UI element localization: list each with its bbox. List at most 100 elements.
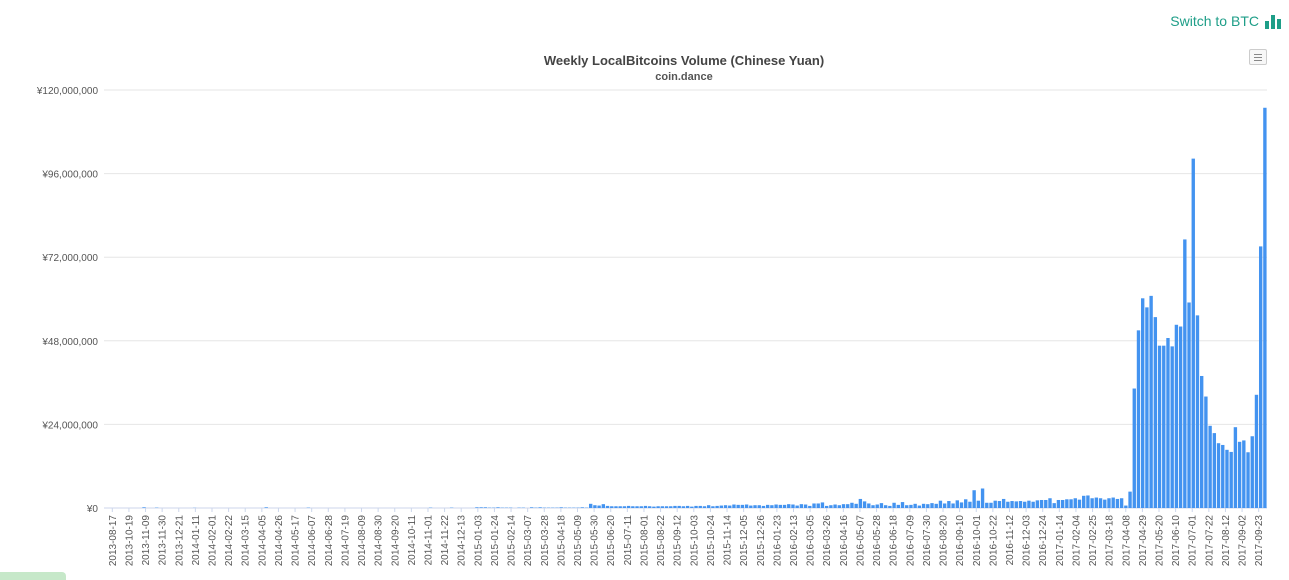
bar[interactable] [690, 506, 694, 508]
bar[interactable] [698, 505, 702, 508]
bar[interactable] [934, 503, 938, 508]
bar[interactable] [1153, 317, 1158, 508]
bar[interactable] [673, 505, 677, 508]
switch-to-btc-link[interactable]: Switch to BTC [1170, 13, 1281, 29]
bar[interactable] [770, 505, 774, 508]
bar[interactable] [1107, 498, 1111, 508]
bar[interactable] [1052, 503, 1056, 508]
bar[interactable] [732, 504, 736, 508]
bar[interactable] [989, 502, 993, 508]
bar[interactable] [702, 506, 707, 508]
bar[interactable] [799, 504, 804, 508]
bar[interactable] [1073, 498, 1077, 508]
bar[interactable] [862, 501, 867, 508]
bar[interactable] [1090, 498, 1094, 508]
bar[interactable] [1027, 500, 1031, 508]
bar[interactable] [938, 500, 943, 508]
bar[interactable] [787, 504, 791, 508]
bar[interactable] [778, 504, 782, 508]
bar[interactable] [639, 506, 643, 508]
bar[interactable] [1233, 427, 1238, 508]
bar[interactable] [1187, 302, 1191, 508]
bar[interactable] [1174, 324, 1179, 508]
bar[interactable] [858, 498, 863, 508]
bar[interactable] [1246, 452, 1250, 508]
bar[interactable] [715, 505, 719, 508]
bar[interactable] [593, 505, 597, 508]
bar[interactable] [681, 506, 686, 508]
bar[interactable] [883, 505, 888, 508]
bar[interactable] [1250, 436, 1254, 508]
bar[interactable] [685, 505, 690, 508]
bar[interactable] [1111, 497, 1115, 508]
bar[interactable] [1044, 499, 1048, 508]
bar[interactable] [1035, 500, 1040, 508]
bar[interactable] [803, 504, 808, 508]
bar[interactable] [1162, 345, 1166, 508]
bar[interactable] [1023, 501, 1027, 508]
bar[interactable] [740, 504, 745, 508]
bar[interactable] [483, 507, 488, 508]
bar[interactable] [888, 505, 892, 508]
bar[interactable] [1060, 499, 1065, 508]
bar[interactable] [656, 506, 660, 508]
bar[interactable] [1170, 346, 1174, 508]
bar[interactable] [1094, 497, 1099, 508]
bar[interactable] [1221, 444, 1225, 508]
bar[interactable] [985, 502, 989, 508]
bar[interactable] [829, 505, 833, 508]
bar[interactable] [980, 488, 985, 508]
bar[interactable] [1082, 495, 1086, 508]
bar[interactable] [795, 505, 799, 508]
bar[interactable] [993, 500, 997, 508]
bar[interactable] [892, 502, 896, 508]
bar[interactable] [1098, 498, 1103, 508]
bar[interactable] [921, 503, 926, 508]
bar[interactable] [643, 505, 648, 508]
bar[interactable] [631, 506, 635, 508]
bar[interactable] [1258, 246, 1263, 508]
bar[interactable] [538, 507, 542, 508]
bar[interactable] [479, 507, 483, 508]
bar[interactable] [496, 507, 500, 508]
bar[interactable] [1056, 499, 1061, 508]
bar[interactable] [854, 503, 858, 508]
bar[interactable] [1132, 388, 1136, 508]
chart-menu-button[interactable] [1249, 49, 1267, 65]
bar[interactable] [947, 501, 951, 508]
bar[interactable] [1195, 315, 1200, 508]
bar[interactable] [1237, 441, 1242, 508]
bar[interactable] [530, 507, 534, 508]
bar[interactable] [867, 503, 871, 508]
bar[interactable] [875, 504, 879, 508]
bar[interactable] [812, 503, 816, 508]
bar[interactable] [635, 506, 639, 508]
bar[interactable] [757, 505, 761, 508]
bar[interactable] [1141, 298, 1145, 508]
bar[interactable] [264, 507, 268, 508]
bar[interactable] [1124, 505, 1128, 508]
bar[interactable] [719, 505, 724, 508]
bar[interactable] [614, 506, 618, 508]
bar[interactable] [896, 504, 900, 508]
bar[interactable] [622, 506, 627, 508]
bar[interactable] [1014, 501, 1018, 508]
bar[interactable] [824, 505, 829, 508]
bar[interactable] [618, 506, 622, 508]
bar[interactable] [1166, 338, 1170, 508]
bar[interactable] [765, 504, 770, 508]
bar[interactable] [626, 505, 631, 508]
bar[interactable] [846, 504, 850, 508]
bar[interactable] [820, 502, 825, 508]
bar[interactable] [964, 499, 968, 508]
bar[interactable] [968, 501, 972, 508]
bar[interactable] [142, 507, 146, 508]
bar[interactable] [589, 503, 593, 508]
bar[interactable] [1212, 433, 1217, 508]
bar[interactable] [905, 505, 909, 508]
bottom-tab[interactable] [0, 572, 66, 580]
bar[interactable] [955, 500, 959, 508]
bar[interactable] [1018, 501, 1023, 508]
bar[interactable] [1149, 295, 1153, 508]
bar[interactable] [761, 505, 766, 508]
